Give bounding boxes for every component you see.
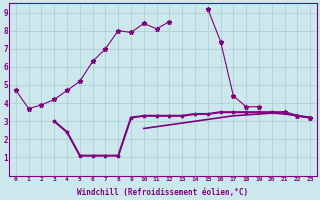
X-axis label: Windchill (Refroidissement éolien,°C): Windchill (Refroidissement éolien,°C) [77,188,249,197]
